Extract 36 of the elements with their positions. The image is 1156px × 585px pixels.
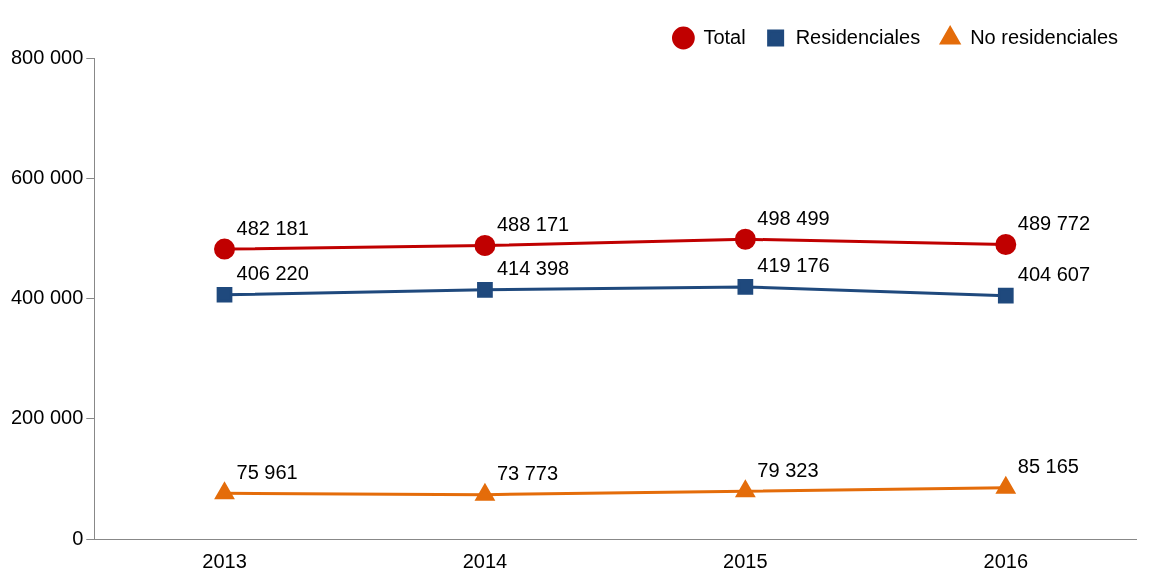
point — [737, 279, 754, 295]
y-tick-label: 400 000 — [11, 286, 84, 309]
data-label: 419 176 — [757, 254, 830, 277]
point — [474, 234, 496, 256]
point — [996, 477, 1016, 494]
x-tick-label: 2016 — [983, 549, 1029, 572]
x-tick-label: 2013 — [202, 549, 247, 572]
data-label: 489 772 — [1017, 212, 1091, 235]
data-label: 414 398 — [496, 257, 570, 280]
data-label: 406 220 — [236, 262, 309, 285]
data-label: 75 961 — [236, 460, 298, 483]
point — [995, 234, 1017, 256]
point — [214, 238, 236, 260]
data-label: 73 773 — [496, 462, 559, 485]
x-tick-label: 2015 — [723, 549, 768, 572]
legend-label: No residenciales — [970, 25, 1119, 48]
legend-label: Residenciales — [795, 25, 921, 48]
point — [215, 482, 234, 500]
point — [475, 484, 495, 501]
y-tick-label: 600 000 — [11, 165, 84, 188]
legend-label: Total — [703, 25, 746, 48]
y-tick-label: 0 — [72, 526, 84, 549]
point — [997, 287, 1014, 304]
y-tick-label: 800 000 — [11, 45, 84, 68]
point — [734, 228, 756, 250]
point — [736, 480, 755, 498]
data-label: 85 165 — [1017, 455, 1079, 478]
point — [216, 286, 233, 303]
y-tick-label: 200 000 — [11, 406, 84, 429]
data-label: 488 171 — [496, 213, 570, 235]
data-label: 498 499 — [757, 206, 830, 229]
data-label: 79 323 — [757, 458, 819, 481]
data-label: 482 181 — [236, 216, 309, 239]
data-label: 404 607 — [1017, 263, 1091, 286]
x-tick-label: 2014 — [462, 549, 508, 572]
point — [477, 281, 493, 298]
